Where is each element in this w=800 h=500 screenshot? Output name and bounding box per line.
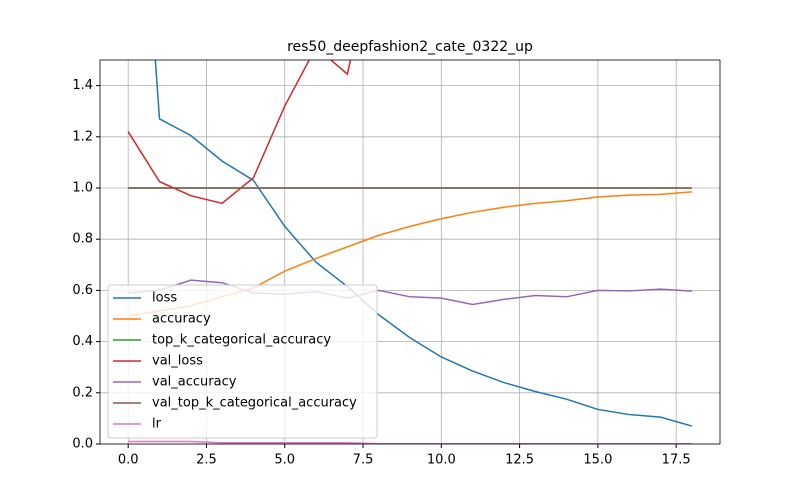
legend-label: top_k_categorical_accuracy [152, 333, 331, 348]
x-tick-label: 12.5 [505, 453, 534, 468]
series-line [154, 60, 693, 427]
chart-title: res50_deepfashion2_cate_0322_up [287, 39, 533, 55]
series-line [127, 60, 352, 205]
legend-label: val_top_k_categorical_accuracy [152, 396, 357, 411]
legend-label: loss [152, 291, 177, 306]
x-tick-label: 7.5 [353, 453, 374, 468]
plot-frame [99, 59, 721, 445]
y-tick-label: 0.8 [72, 232, 93, 247]
x-tick-label: 15.0 [583, 453, 612, 468]
x-tick-label: 17.5 [662, 453, 691, 468]
legend-box [107, 284, 378, 439]
y-tick-label: 0.4 [72, 334, 93, 349]
x-tick-label: 5.0 [274, 453, 295, 468]
y-tick-label: 0.2 [72, 385, 93, 400]
legend-label: val_accuracy [152, 375, 237, 390]
legend-label: lr [152, 417, 162, 432]
legend-label: val_loss [152, 354, 203, 369]
series-line [128, 279, 692, 306]
y-tick-label: 0.6 [72, 283, 93, 298]
y-tick-label: 1.2 [72, 129, 93, 144]
x-tick-label: 2.5 [196, 453, 217, 468]
legend-label: accuracy [152, 312, 211, 327]
y-tick-label: 0.0 [72, 437, 93, 452]
y-tick-label: 1.0 [72, 181, 93, 196]
x-tick-label: 10.0 [427, 453, 456, 468]
x-tick-label: 0.0 [118, 453, 139, 468]
y-tick-label: 1.4 [72, 78, 93, 93]
